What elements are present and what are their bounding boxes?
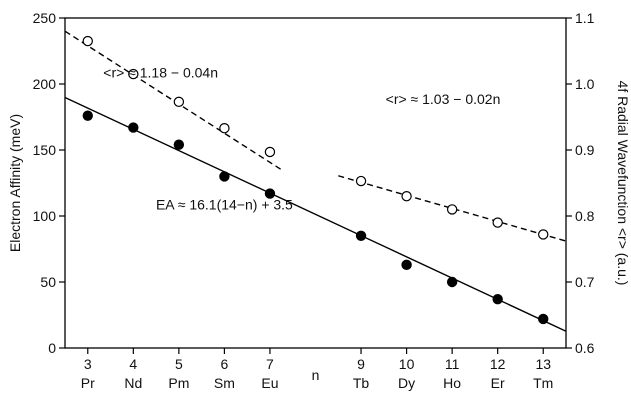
element-label: Tm [533, 375, 553, 391]
element-label: Dy [398, 375, 415, 391]
y-right-axis-title: 4f Radial Wavefunction <r> (a.u.) [615, 81, 631, 286]
y-right-tick-label: 1.0 [575, 76, 595, 92]
x-tick-label: 5 [175, 356, 183, 372]
element-label: Eu [261, 375, 278, 391]
radial-wavefunction-point [492, 217, 503, 228]
y-right-tick-label: 0.6 [575, 340, 595, 356]
electron-affinity-point [355, 230, 367, 241]
x-tick-label: 3 [84, 356, 92, 372]
annotation: EA ≈ 16.1(14−n) + 3.5 [156, 196, 293, 212]
x-tick-label: 12 [490, 356, 506, 372]
plot-axes: 3 Pr 4 Nd 5 Pm 6 Sm 7 Eu 9 Tb 10 Dy 11 Ho 12 Er 13 Tm n 0 50 10… [7, 10, 631, 391]
y-left-tick-label: 100 [33, 208, 57, 224]
y-right-tick-label: 0.7 [575, 274, 595, 290]
element-label: Tb [353, 375, 370, 391]
element-label: Er [491, 375, 505, 391]
y-left-tick-label: 150 [33, 142, 57, 158]
electron-affinity-point [128, 122, 139, 133]
radial-wavefunction-point [446, 204, 458, 215]
element-label: Sm [214, 375, 235, 391]
radial-wavefunction-point [401, 190, 412, 202]
x-tick-label: 4 [129, 356, 137, 372]
annotation: <r> ≈ 1.18 − 0.04n [103, 64, 218, 80]
y-right-tick-label: 0.9 [575, 142, 595, 158]
radial-wavefunction-point [355, 175, 367, 187]
x-tick-label: 11 [445, 356, 460, 372]
electron-affinity-point [492, 293, 503, 305]
x-tick-label: 10 [399, 356, 415, 372]
y-right-tick-label: 0.8 [575, 208, 595, 224]
radial-wavefunction-point [219, 123, 230, 134]
x-tick-label: 13 [535, 356, 551, 372]
y-left-tick-label: 50 [40, 274, 56, 290]
element-label: Pr [81, 375, 95, 391]
radial-wavefunction-point [538, 229, 549, 240]
x-tick-label: 7 [266, 356, 274, 372]
x-tick-label: 9 [357, 356, 365, 372]
electron-affinity-point [446, 276, 458, 288]
electron-affinity-point [264, 188, 276, 199]
electron-affinity-point [538, 313, 549, 325]
y-left-axis-title: Electron Affinity (meV) [7, 114, 23, 252]
electron-affinity-point [173, 139, 185, 150]
chart-labels: <r> ≈ 1.18 − 0.04n <r> ≈ 1.03 − 0.02n EA ≈… [103, 64, 500, 212]
electron-affinity-point [401, 259, 412, 271]
data-points [82, 35, 549, 325]
y-left-tick-label: 200 [33, 76, 57, 92]
fit-lines [64, 30, 567, 332]
radial-wavefunction-point [264, 146, 276, 158]
element-label: Nd [124, 375, 142, 391]
radial-wavefunction-point [173, 96, 185, 108]
plot-frame [64, 17, 567, 349]
electron-affinity-point [219, 171, 230, 182]
dashed-fit-line [64, 30, 284, 172]
x-tick-label: 6 [221, 356, 229, 372]
y-left-tick-label: 0 [48, 340, 56, 356]
solid-fit-line [64, 96, 567, 332]
y-left-tick-label: 250 [33, 10, 57, 26]
y-right-tick-label: 1.1 [575, 10, 595, 26]
annotation: <r> ≈ 1.03 − 0.02n [386, 91, 501, 107]
element-label: Ho [443, 375, 461, 391]
electron-affinity-point [82, 110, 93, 121]
radial-wavefunction-point [82, 35, 93, 47]
x-axis-gap-label: n [312, 367, 320, 383]
radial-wavefunction-point [128, 68, 139, 80]
element-label: Pm [168, 375, 189, 391]
